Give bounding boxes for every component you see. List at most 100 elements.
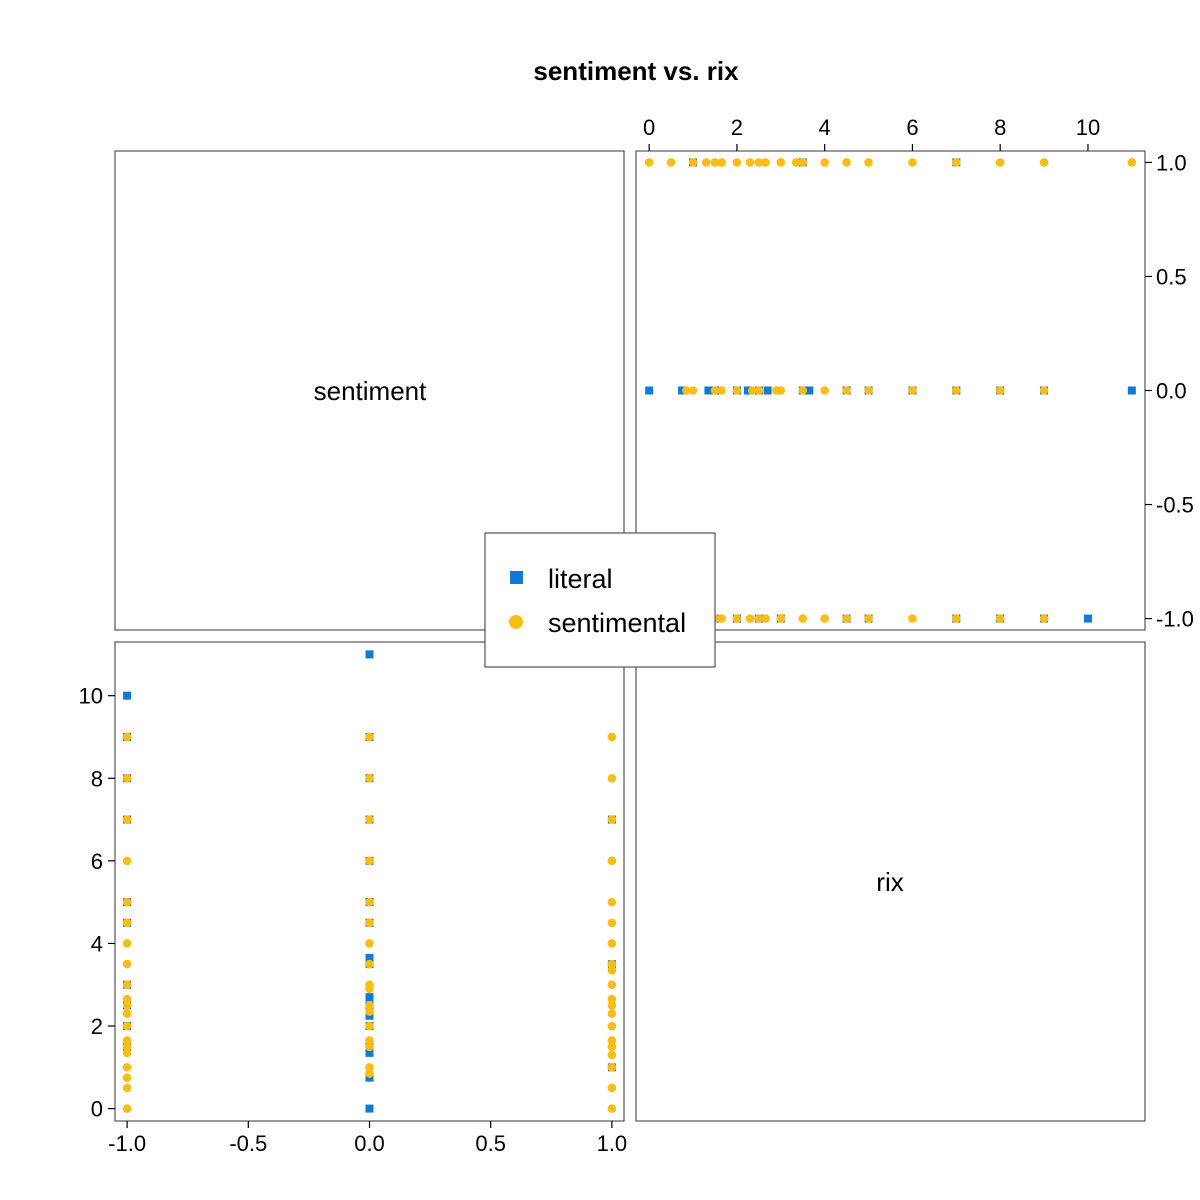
point-sentimental	[607, 1021, 617, 1031]
tick-label-bottom: 0.5	[475, 1131, 506, 1156]
chart-title: sentiment vs. rix	[533, 56, 739, 86]
point-sentimental	[798, 614, 808, 623]
legend-box	[484, 532, 716, 668]
tick-label-bottom: 1.0	[597, 1131, 628, 1156]
tick-label-top: 8	[994, 115, 1006, 140]
point-sentimental	[1127, 158, 1137, 167]
point-sentimental	[864, 386, 873, 395]
point-literal	[365, 650, 374, 659]
point-sentimental	[365, 815, 374, 824]
tick-label-bottom: -0.5	[229, 1131, 267, 1156]
point-sentimental	[952, 386, 961, 395]
point-sentimental	[798, 386, 808, 395]
point-literal	[365, 1048, 374, 1057]
point-sentimental	[122, 1073, 132, 1082]
point-sentimental	[908, 614, 917, 623]
legend-marker-literal	[510, 571, 523, 584]
point-sentimental	[710, 386, 720, 395]
point-sentimental	[122, 959, 132, 969]
point-literal	[365, 953, 374, 962]
point-literal	[678, 386, 687, 395]
point-sentimental	[122, 1083, 132, 1093]
point-sentimental	[607, 1083, 617, 1093]
point-sentimental	[607, 897, 617, 907]
point-sentimental	[952, 614, 961, 623]
point-sentimental	[747, 386, 757, 395]
tick-label-right: 0.5	[1156, 264, 1187, 289]
point-sentimental	[365, 1042, 374, 1051]
point-sentimental	[732, 386, 742, 395]
point-sentimental	[365, 1001, 374, 1010]
tick-label-right: 0.0	[1156, 379, 1187, 404]
point-sentimental	[607, 1009, 617, 1018]
tick-label-top: 2	[731, 115, 743, 140]
point-sentimental	[122, 1021, 132, 1031]
point-sentimental	[761, 614, 770, 623]
point-sentimental	[701, 158, 711, 167]
point-sentimental	[995, 386, 1005, 395]
point-sentimental	[122, 1042, 132, 1051]
point-sentimental	[754, 614, 764, 623]
point-sentimental	[754, 386, 764, 395]
point-sentimental	[607, 1063, 617, 1072]
tick-label-bottom: -1.0	[108, 1131, 146, 1156]
point-sentimental	[122, 773, 132, 783]
point-sentimental	[607, 856, 617, 866]
point-sentimental	[607, 965, 617, 975]
point-sentimental	[365, 732, 374, 742]
point-sentimental	[745, 614, 755, 623]
point-sentimental	[820, 386, 829, 395]
point-sentimental	[607, 815, 617, 824]
point-sentimental	[842, 614, 851, 623]
point-sentimental	[122, 918, 132, 928]
point-sentimental	[365, 959, 374, 969]
point-sentimental	[1039, 158, 1049, 167]
point-sentimental	[607, 959, 617, 969]
point-literal	[365, 1104, 374, 1113]
point-sentimental	[365, 918, 374, 928]
point-sentimental	[607, 732, 617, 742]
point-sentimental	[607, 980, 617, 990]
point-literal	[805, 386, 814, 395]
tick-label-right: -1.0	[1156, 607, 1194, 632]
point-sentimental	[122, 856, 132, 866]
legend-label-sentimental: sentimental	[548, 608, 686, 638]
point-sentimental	[365, 1069, 374, 1078]
point-sentimental	[607, 1042, 617, 1051]
point-sentimental	[365, 1063, 374, 1072]
point-literal	[743, 386, 752, 395]
point-sentimental	[122, 1104, 132, 1113]
point-sentimental	[365, 939, 374, 948]
diag-label-rix: rix	[876, 867, 903, 897]
point-sentimental	[365, 1007, 374, 1016]
point-sentimental	[122, 980, 132, 990]
point-sentimental	[745, 158, 755, 167]
point-sentimental	[1039, 614, 1049, 623]
point-sentimental	[122, 1001, 132, 1010]
point-sentimental	[995, 158, 1005, 167]
point-sentimental	[717, 386, 726, 395]
point-sentimental	[732, 158, 742, 167]
tick-label-top: 10	[1076, 115, 1100, 140]
point-literal	[704, 386, 713, 395]
tick-label-left: 4	[91, 931, 103, 956]
point-sentimental	[607, 1001, 617, 1010]
point-sentimental	[842, 386, 851, 395]
points-layer	[122, 158, 1137, 1113]
point-sentimental	[607, 1036, 617, 1045]
point-sentimental	[842, 158, 851, 167]
point-literal	[365, 993, 374, 1002]
point-sentimental	[710, 158, 720, 167]
point-literal	[123, 691, 132, 700]
legend-label-literal: literal	[548, 564, 613, 594]
legend: literal sentimental	[484, 532, 716, 668]
point-sentimental	[607, 1050, 617, 1060]
point-sentimental	[607, 773, 617, 783]
point-sentimental	[798, 158, 808, 167]
point-sentimental	[952, 158, 961, 167]
tick-label-left: 0	[91, 1097, 103, 1122]
point-sentimental	[776, 614, 786, 623]
point-sentimental	[122, 732, 132, 742]
point-sentimental	[688, 158, 698, 167]
